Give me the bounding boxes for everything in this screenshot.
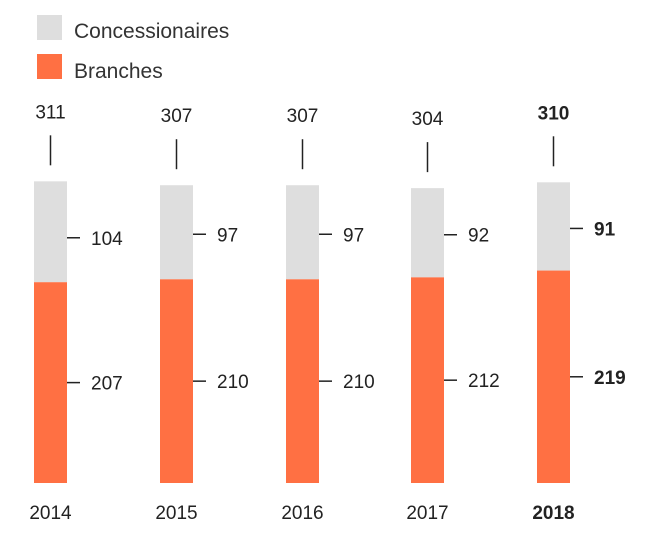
bar-branches-2015 [160,279,193,483]
year-label-2015: 2015 [155,503,197,524]
legend-label-branches: Branches [74,60,163,83]
legend-swatch-concessionaires [37,15,62,40]
bar-concessionaires-2016 [286,185,319,280]
bar-concessionaires-2018 [537,182,570,271]
bar-branches-2018 [537,270,570,483]
bar-concessionaires-2017 [411,188,444,278]
value-label-concessionaires-2016: 97 [343,225,364,246]
value-label-concessionaires-2015: 97 [217,225,238,246]
value-label-concessionaires-2018: 91 [594,219,616,240]
year-label-2017: 2017 [406,503,448,524]
total-label-2014: 311 [35,102,65,123]
value-label-branches-2017: 212 [468,371,500,392]
bar-concessionaires-2015 [160,185,193,280]
total-label-2017: 304 [412,109,444,130]
bar-branches-2016 [286,279,319,483]
value-label-branches-2018: 219 [594,368,626,389]
legend-label-concessionaires: Concessionaires [74,20,229,43]
value-label-concessionaires-2017: 92 [468,226,489,247]
year-label-2018: 2018 [532,503,574,524]
year-label-2014: 2014 [29,503,72,524]
value-label-concessionaires-2014: 104 [91,229,123,250]
value-label-branches-2015: 210 [217,372,249,393]
year-label-2016: 2016 [281,503,323,524]
bar-branches-2017 [411,277,444,483]
total-label-2016: 307 [287,106,319,127]
legend-swatch-branches [37,54,62,79]
value-label-branches-2014: 207 [91,374,123,395]
bar-concessionaires-2014 [34,181,67,283]
total-label-2015: 307 [161,106,193,127]
total-label-2018: 310 [538,103,570,124]
value-label-branches-2016: 210 [343,372,375,393]
bar-branches-2014 [34,282,67,483]
